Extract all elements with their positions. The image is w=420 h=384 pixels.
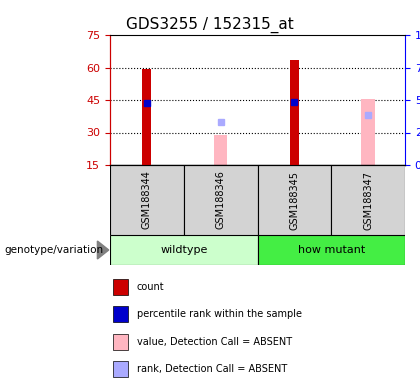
Text: GSM188344: GSM188344 xyxy=(142,170,152,229)
Text: genotype/variation: genotype/variation xyxy=(4,245,103,255)
Text: GSM188346: GSM188346 xyxy=(215,170,226,229)
Bar xyxy=(362,99,375,165)
Bar xyxy=(290,60,299,165)
Text: wildtype: wildtype xyxy=(160,245,207,255)
Bar xyxy=(110,165,184,235)
Bar xyxy=(142,69,151,165)
Text: GSM188345: GSM188345 xyxy=(289,170,299,230)
Bar xyxy=(113,334,128,350)
Bar xyxy=(110,235,257,265)
Text: GDS3255 / 152315_at: GDS3255 / 152315_at xyxy=(126,17,294,33)
Bar xyxy=(331,165,405,235)
Bar xyxy=(113,361,128,377)
Text: GSM188347: GSM188347 xyxy=(363,170,373,230)
Text: how mutant: how mutant xyxy=(298,245,365,255)
Bar xyxy=(113,306,128,323)
Bar xyxy=(113,279,128,295)
Bar xyxy=(184,165,257,235)
Bar xyxy=(257,235,405,265)
Polygon shape xyxy=(97,241,109,259)
Text: count: count xyxy=(136,282,164,292)
Text: rank, Detection Call = ABSENT: rank, Detection Call = ABSENT xyxy=(136,364,287,374)
Text: percentile rank within the sample: percentile rank within the sample xyxy=(136,310,302,319)
Text: value, Detection Call = ABSENT: value, Detection Call = ABSENT xyxy=(136,337,291,347)
Bar xyxy=(214,135,227,165)
Bar xyxy=(257,165,331,235)
